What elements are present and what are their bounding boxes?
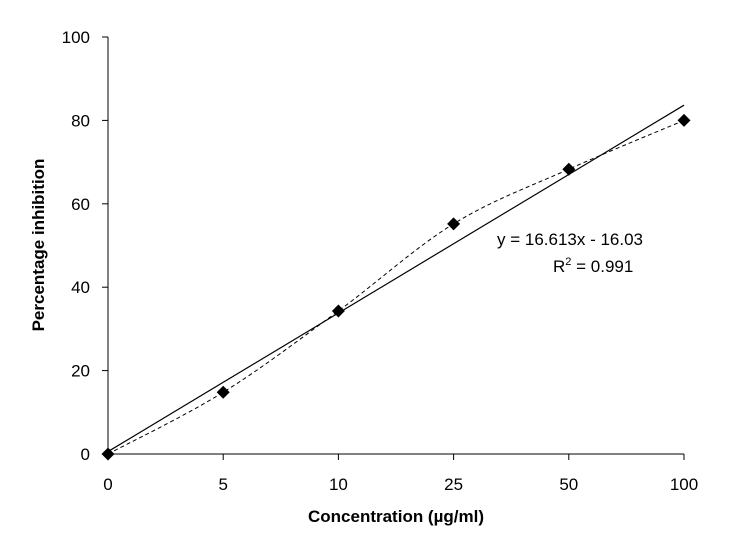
data-point-diamond — [101, 447, 115, 461]
series-dashed-line — [107, 119, 685, 455]
y-tick-label: 0 — [81, 445, 90, 464]
trendline-equation: y = 16.613x - 16.03 — [497, 230, 643, 249]
x-tick-label: 50 — [559, 475, 578, 494]
x-tick-label: 0 — [103, 475, 112, 494]
axes — [107, 37, 684, 455]
y-tick-label: 40 — [71, 278, 90, 297]
data-points — [101, 113, 691, 461]
data-point-diamond — [216, 385, 230, 399]
y-axis-title: Percentage inhibition — [29, 159, 48, 332]
data-point-diamond — [562, 162, 576, 176]
x-tick-label: 5 — [218, 475, 227, 494]
x-tick-label: 25 — [444, 475, 463, 494]
x-tick-label: 10 — [329, 475, 348, 494]
x-axis-title: Concentration (µg/ml) — [308, 507, 484, 526]
y-tick-label: 20 — [71, 362, 90, 381]
y-axis-ticks: 0 20 40 60 80 100 — [62, 28, 108, 464]
y-tick-label: 100 — [62, 28, 90, 47]
x-axis-ticks: 0 5 10 25 50 100 — [103, 454, 698, 494]
trendline — [107, 104, 685, 453]
data-point-diamond — [331, 304, 345, 318]
data-point-diamond — [447, 217, 461, 231]
x-tick-label: 100 — [670, 475, 698, 494]
r-squared-label: R2 = 0.991 — [553, 256, 633, 276]
data-point-diamond — [677, 113, 691, 127]
y-tick-label: 80 — [71, 111, 90, 130]
y-tick-label: 60 — [71, 195, 90, 214]
